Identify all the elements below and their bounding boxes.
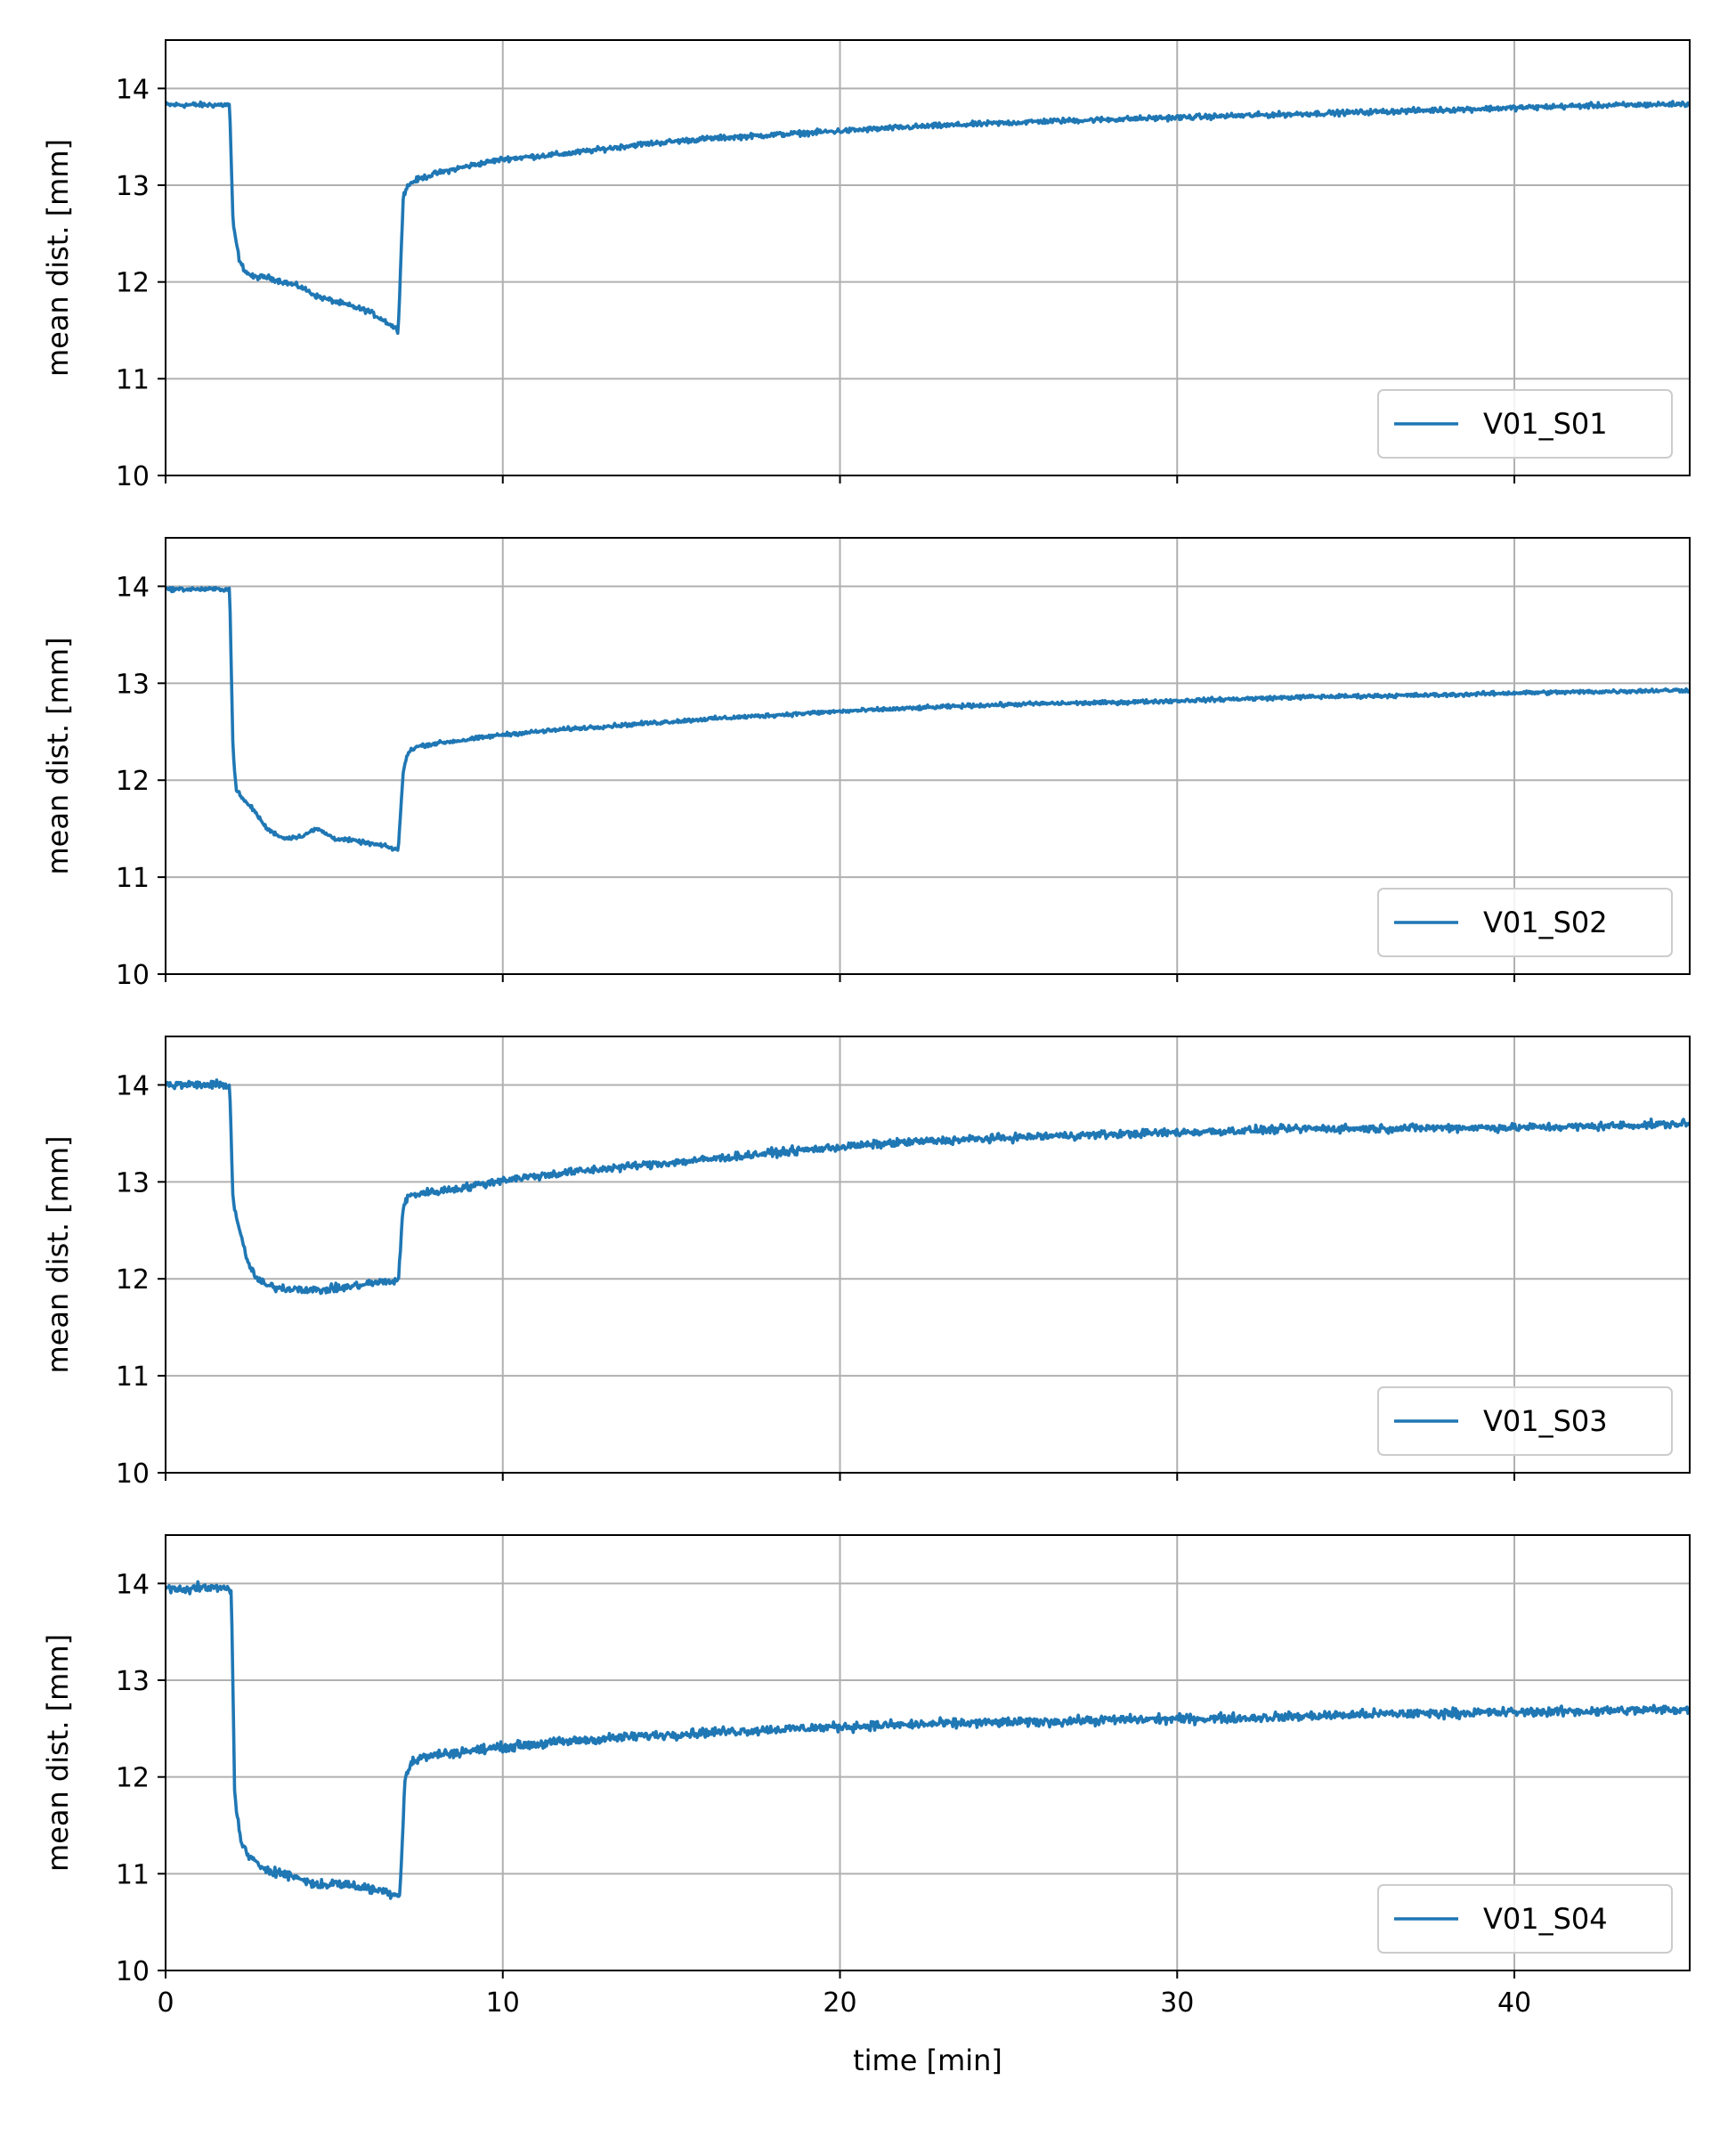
x-tick-label: 40 <box>1497 1987 1531 2019</box>
subplot-3: 10 11 12 13 14 mean dist. [mm] V01_S03 <box>41 1036 1691 1490</box>
axes-frame <box>165 1534 1691 1971</box>
y-tick-label: 10 <box>116 1459 150 1490</box>
y-axis-label: mean dist. [mm] <box>41 1136 75 1374</box>
legend: V01_S02 <box>1377 888 1673 957</box>
axes-frame <box>165 39 1691 476</box>
axes-frame <box>165 1036 1691 1474</box>
subplot-2: 10 11 12 13 14 mean dist. [mm] V01_S02 <box>41 537 1691 991</box>
legend: V01_S01 <box>1377 389 1673 459</box>
y-axis-label: mean dist. [mm] <box>41 1634 75 1872</box>
x-tick-label: 10 <box>486 1987 520 2019</box>
y-tick-label: 14 <box>116 1070 150 1101</box>
x-tick-label: 0 <box>157 1987 174 2019</box>
y-tick-label: 13 <box>116 171 150 202</box>
y-tick-label: 12 <box>116 766 150 797</box>
legend: V01_S04 <box>1377 1884 1673 1954</box>
legend-label: V01_S02 <box>1483 906 1608 939</box>
y-tick-label: 11 <box>116 863 150 894</box>
legend: V01_S03 <box>1377 1386 1673 1456</box>
y-tick-label: 12 <box>116 268 150 299</box>
subplot-1: 10 11 12 13 14 mean dist. [mm] V01_S01 <box>41 39 1691 492</box>
y-tick-label: 10 <box>116 461 150 492</box>
legend-box <box>1377 888 1673 957</box>
x-tick-label: 30 <box>1160 1987 1194 2019</box>
y-axis-label: mean dist. [mm] <box>41 139 75 377</box>
y-axis-label: mean dist. [mm] <box>41 638 75 875</box>
y-tick-label: 13 <box>116 669 150 700</box>
y-tick-label: 12 <box>116 1264 150 1296</box>
x-axis-label: time [min] <box>853 2044 1002 2077</box>
y-tick-label: 14 <box>116 572 150 603</box>
legend-label: V01_S03 <box>1483 1404 1608 1438</box>
legend-label: V01_S04 <box>1483 1902 1608 1936</box>
series-line-V01_S03 <box>166 1078 1690 1296</box>
y-tick-label: 10 <box>116 960 150 991</box>
series-line-V01_S04 <box>166 1580 1690 1900</box>
y-tick-label: 11 <box>116 364 150 395</box>
y-tick-label: 14 <box>116 1569 150 1600</box>
y-tick-label: 12 <box>116 1763 150 1794</box>
legend-box <box>1377 389 1673 459</box>
x-tick-label: 20 <box>823 1987 856 2019</box>
axes-frame <box>165 537 1691 975</box>
y-tick-label: 10 <box>116 1956 150 1987</box>
y-tick-label: 11 <box>116 1361 150 1393</box>
series-line-V01_S02 <box>166 585 1690 852</box>
legend-box <box>1377 1884 1673 1954</box>
y-tick-label: 13 <box>116 1666 150 1697</box>
legend-box <box>1377 1386 1673 1456</box>
y-tick-label: 14 <box>116 74 150 105</box>
series-line-V01_S01 <box>166 100 1690 336</box>
y-tick-label: 11 <box>116 1859 150 1890</box>
y-tick-label: 13 <box>116 1167 150 1199</box>
legend-label: V01_S01 <box>1483 407 1608 441</box>
